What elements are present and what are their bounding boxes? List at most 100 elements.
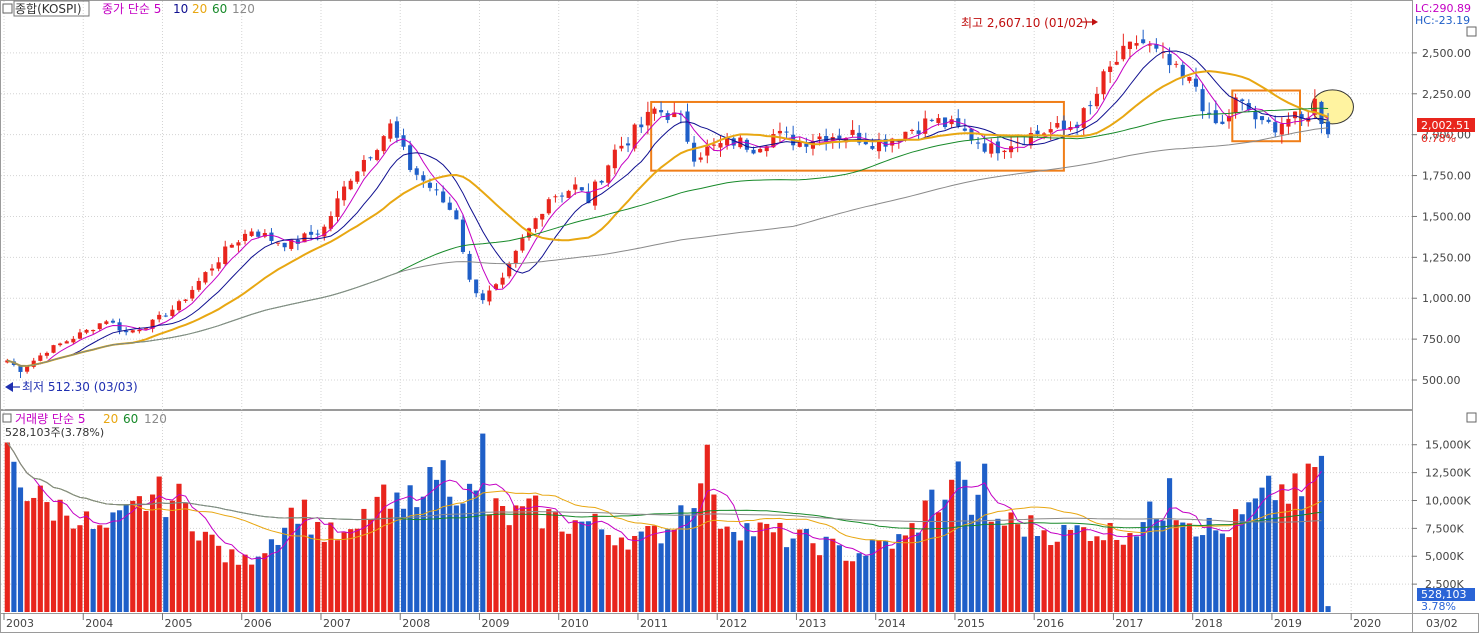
panel-menu-icon[interactable]	[2, 3, 13, 14]
volume-bar	[1067, 529, 1074, 612]
volume-bar	[90, 529, 96, 612]
candle-body	[91, 329, 96, 332]
volume-bar	[671, 529, 677, 612]
volume-bar	[566, 533, 572, 612]
volume-close-icon[interactable]	[1466, 412, 1477, 423]
candle-body	[117, 322, 122, 331]
lc-label: LC:290.89	[1415, 2, 1471, 15]
volume-bar	[500, 505, 506, 612]
volume-bar	[929, 489, 935, 612]
candle-body	[797, 141, 802, 147]
volume-bar	[1147, 501, 1153, 612]
volume-bar	[836, 545, 842, 612]
volume-bar	[473, 490, 479, 612]
volume-bar	[949, 479, 955, 612]
candle-body	[355, 171, 360, 182]
volume-bar	[361, 508, 367, 612]
volume-panel-title: 거래량 단순 5	[15, 412, 85, 426]
candle-body	[1048, 129, 1053, 133]
candle-body	[513, 250, 518, 263]
candle-body	[348, 180, 353, 190]
volume-bar	[612, 545, 618, 612]
candle-body	[368, 157, 373, 159]
candle-body	[190, 289, 195, 299]
candle-body	[1174, 63, 1179, 65]
candle-body	[1127, 41, 1132, 49]
volume-bar	[552, 512, 558, 612]
candle-body	[784, 131, 789, 133]
volume-bar	[103, 527, 109, 612]
candle-body	[672, 112, 677, 118]
candle-body	[269, 232, 274, 242]
volume-bar	[883, 540, 889, 612]
volume-bar	[1114, 539, 1120, 612]
candle-body	[51, 345, 56, 353]
year-label: 2008	[402, 617, 430, 630]
candle-body	[837, 135, 842, 140]
candle-body	[487, 290, 492, 302]
candle-body	[1114, 61, 1119, 65]
candle-body	[110, 320, 116, 323]
volume-bar	[922, 500, 928, 612]
volume-bar	[658, 543, 664, 612]
candle-body	[289, 239, 294, 249]
candle-body	[1147, 44, 1152, 46]
candle-body	[705, 146, 710, 156]
volume-bar	[341, 532, 347, 612]
candle-body	[1207, 112, 1212, 114]
candle-body	[421, 175, 426, 181]
volume-bar	[486, 514, 492, 612]
candle-body	[434, 189, 439, 191]
candle-body	[612, 149, 617, 169]
candle-body	[1193, 78, 1199, 87]
year-label: 2016	[1036, 617, 1064, 630]
volume-bar	[143, 510, 149, 612]
volume-bar	[982, 463, 988, 612]
close-panel-icon[interactable]	[1466, 26, 1477, 37]
candle-body	[850, 129, 855, 135]
candle-body	[824, 136, 829, 142]
volume-bar	[876, 540, 882, 612]
volume-bar	[651, 525, 658, 612]
volume-bar	[1266, 475, 1272, 612]
volume-bar	[1074, 525, 1080, 612]
volume-bar	[1246, 502, 1252, 612]
volume-bar	[717, 528, 724, 612]
candle-body	[137, 329, 142, 332]
volume-bar-series	[4, 433, 1331, 612]
candle-body	[619, 145, 624, 149]
volume-bar	[334, 540, 341, 612]
volume-bar	[1312, 467, 1318, 612]
candle-body	[751, 149, 756, 154]
candle-body	[441, 191, 446, 203]
volume-bar	[962, 479, 968, 612]
volume-bar	[282, 527, 288, 612]
candle-body	[262, 233, 267, 237]
candle-body	[196, 281, 201, 290]
volume-bar	[519, 506, 525, 612]
volume-bar	[70, 528, 76, 612]
volume-bar	[176, 483, 182, 612]
volume-bar	[480, 433, 486, 612]
volume-legend-ma20: 20	[103, 412, 118, 426]
volume-bar	[275, 544, 281, 612]
price-axis: 500.00 750.00 1,000.00 1,250.00 1,500.00 1,75…	[1412, 47, 1471, 387]
volume-bar	[1173, 520, 1179, 612]
volume-bar	[691, 508, 697, 612]
volume-menu-icon[interactable]	[2, 413, 12, 423]
candle-body	[328, 216, 333, 229]
volume-bar	[196, 540, 202, 612]
volume-bar	[764, 523, 770, 612]
volume-bar	[301, 499, 308, 612]
volume-bar	[209, 534, 215, 612]
volume-bar	[427, 467, 433, 612]
price-tick-label: 500.00	[1422, 374, 1461, 387]
volume-bar	[533, 495, 539, 612]
candle-body	[639, 124, 644, 128]
price-tick-label: 750.00	[1422, 333, 1461, 346]
candle-body	[394, 121, 399, 138]
candle-body	[916, 130, 921, 134]
candle-body	[408, 145, 413, 170]
candle-body	[599, 180, 604, 183]
candle-body	[163, 315, 168, 317]
